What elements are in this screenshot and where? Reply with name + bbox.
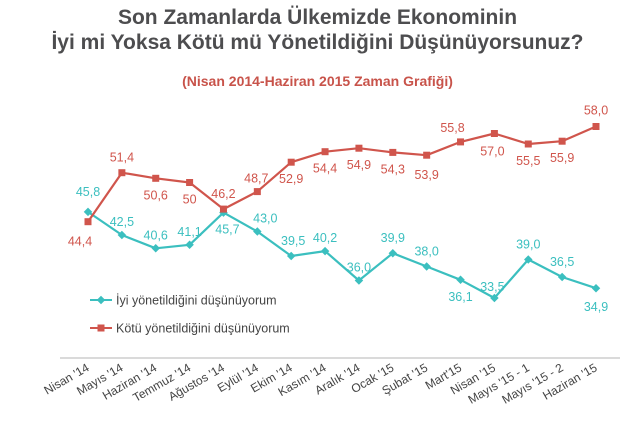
- data-label-bad: 54,3: [381, 162, 405, 176]
- data-label-bad: 57,0: [480, 145, 504, 159]
- data-point-bad: [592, 123, 600, 130]
- series-line-good: [87, 210, 597, 300]
- data-label-good: 38,0: [414, 245, 438, 259]
- data-label-bad: 44,4: [68, 235, 92, 249]
- data-point-good: [422, 262, 431, 271]
- data-label-good: 39,9: [381, 231, 405, 245]
- data-label-bad: 50: [183, 193, 197, 207]
- data-point-good: [456, 275, 465, 285]
- data-label-good: 36,0: [347, 261, 371, 275]
- data-point-good: [117, 230, 127, 240]
- data-point-good: [151, 244, 160, 253]
- data-point-bad: [84, 218, 92, 226]
- data-label-good: 39,5: [281, 234, 305, 248]
- data-point-good: [388, 248, 398, 258]
- data-label-good: 43,0: [253, 212, 277, 226]
- data-point-good: [320, 246, 330, 256]
- data-label-good: 33,5: [480, 280, 504, 294]
- data-point-bad: [186, 179, 194, 186]
- data-point-good: [591, 283, 601, 293]
- data-label-good: 41,1: [177, 225, 201, 239]
- data-point-bad: [389, 148, 397, 156]
- data-point-bad: [355, 144, 363, 152]
- data-label-bad: 53,9: [414, 168, 438, 182]
- data-point-bad: [321, 148, 329, 156]
- legend-label-good: İyi yönetildiğini düşünüyorum: [116, 294, 277, 308]
- data-point-good: [83, 207, 93, 217]
- data-label-bad: 52,9: [279, 172, 303, 186]
- data-label-good: 36,1: [448, 290, 472, 304]
- data-label-bad: 55,5: [516, 154, 540, 168]
- data-point-good: [524, 255, 533, 264]
- data-point-bad: [118, 169, 126, 177]
- data-label-bad: 48,7: [244, 172, 268, 186]
- data-point-good: [490, 293, 499, 303]
- series-line-bad: [87, 125, 597, 223]
- data-label-good: 45,8: [76, 185, 100, 199]
- data-label-bad: 50,6: [144, 188, 168, 202]
- data-label-bad: 54,9: [347, 158, 371, 172]
- data-label-bad: 54,4: [313, 162, 337, 176]
- chart-title-line-1: Son Zamanlarda Ülkemizde Ekonominin: [117, 6, 518, 29]
- data-label-bad: 46,2: [211, 187, 235, 201]
- legend-marker-bad: [97, 324, 105, 332]
- data-point-bad: [490, 130, 498, 137]
- data-label-good: 39,0: [516, 238, 540, 252]
- data-label-good: 45,7: [215, 223, 239, 237]
- data-point-good: [557, 272, 567, 282]
- legend-label-bad: Kötü yönetildiğini düşünüyorum: [116, 322, 290, 336]
- data-point-good: [185, 240, 194, 250]
- data-point-bad: [558, 137, 566, 145]
- data-point-bad: [287, 158, 295, 166]
- data-label-bad: 58,0: [584, 104, 608, 118]
- data-point-bad: [524, 140, 532, 148]
- data-point-bad: [423, 151, 431, 159]
- data-label-bad: 55,9: [550, 151, 574, 165]
- data-label-good: 42,5: [110, 215, 134, 229]
- data-label-good: 40,2: [313, 231, 337, 245]
- data-point-good: [286, 251, 296, 261]
- data-label-bad: 55,8: [440, 121, 464, 135]
- data-label-good: 34,9: [584, 300, 608, 314]
- data-point-bad: [253, 188, 261, 196]
- data-label-good: 40,6: [144, 228, 168, 242]
- data-point-bad: [457, 138, 465, 146]
- data-label-bad: 51,4: [110, 151, 134, 165]
- chart-title-line-2: İyi mi Yoksa Kötü mü Yönetildiğini Düşün…: [51, 31, 584, 54]
- chart-subtitle: (Nisan 2014-Haziran 2015 Zaman Grafiği): [182, 73, 453, 89]
- legend-marker-good: [96, 295, 106, 305]
- data-label-good: 36,5: [550, 255, 574, 269]
- data-point-bad: [219, 205, 227, 213]
- data-point-bad: [152, 174, 160, 182]
- data-point-good: [354, 276, 364, 285]
